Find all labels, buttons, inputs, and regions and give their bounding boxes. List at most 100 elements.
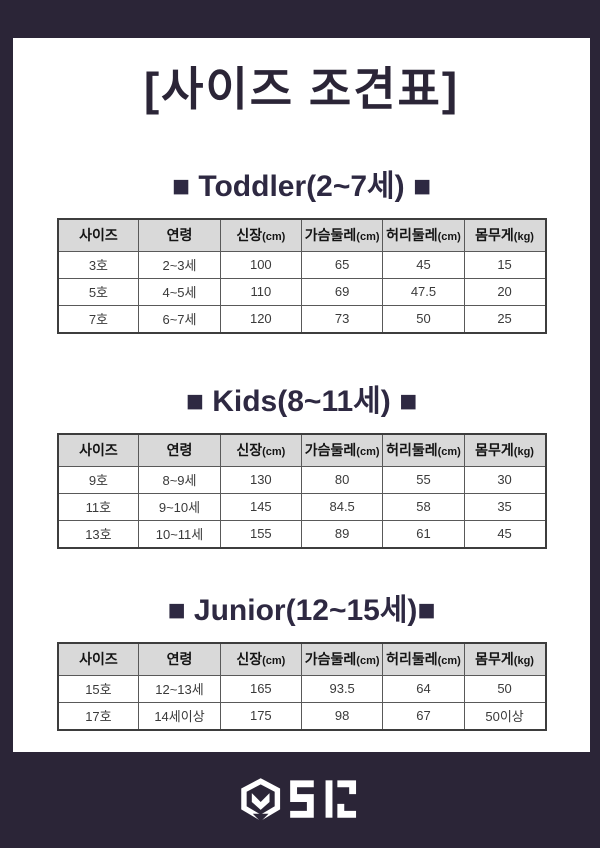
col-header-height: 신장(cm) <box>219 218 302 252</box>
table-cell: 69 <box>300 277 384 306</box>
table-header-row: 사이즈 연령 신장(cm) 가슴둘레(cm) 허리둘레(cm) 몸무게(kg) <box>56 642 547 676</box>
col-header-weight: 몸무게(kg) <box>463 218 547 252</box>
col-header-label: 신장 <box>236 227 263 244</box>
col-header-label: 허리둘레 <box>386 227 438 244</box>
table-cell: 110 <box>219 277 302 306</box>
col-header-label: 몸무게 <box>475 651 514 668</box>
table-cell: 50 <box>382 304 465 334</box>
content-panel: [사이즈 조견표] ■ Toddler(2~7세) ■ 사이즈 연령 신장(cm… <box>13 38 590 752</box>
table-cell: 100 <box>219 250 302 279</box>
col-header-age: 연령 <box>138 642 221 676</box>
col-header-label: 몸무게 <box>475 227 514 244</box>
size-table-junior: 사이즈 연령 신장(cm) 가슴둘레(cm) 허리둘레(cm) 몸무게(kg) … <box>56 641 547 731</box>
col-header-label: 사이즈 <box>79 651 118 668</box>
col-header-chest: 가슴둘레(cm) <box>300 218 384 252</box>
table-header-row: 사이즈 연령 신장(cm) 가슴둘레(cm) 허리둘레(cm) 몸무게(kg) <box>56 218 547 252</box>
col-header-label: 신장 <box>236 651 263 668</box>
col-header-unit: (cm) <box>262 655 286 668</box>
page-title: [사이즈 조견표] <box>143 63 460 115</box>
col-header-label: 가슴둘레 <box>304 651 357 668</box>
table-row: 11호 9~10세 145 84.5 58 35 <box>56 492 547 521</box>
table-row: 17호 14세이상 175 98 67 50이상 <box>56 701 547 731</box>
table-cell: 14세이상 <box>138 701 221 731</box>
section-toddler: ■ Toddler(2~7세) ■ 사이즈 연령 신장(cm) 가슴둘레(cm)… <box>13 161 590 334</box>
col-header-label: 가슴둘레 <box>304 227 357 244</box>
col-header-age: 연령 <box>138 433 221 467</box>
table-cell: 25 <box>463 304 547 334</box>
col-header-label: 몸무게 <box>475 442 514 459</box>
col-header-size: 사이즈 <box>56 218 140 252</box>
table-cell: 15호 <box>56 674 140 703</box>
table-cell: 93.5 <box>300 674 384 703</box>
table-cell: 50 <box>463 674 547 703</box>
table-cell: 8~9세 <box>138 465 221 494</box>
table-header-row: 사이즈 연령 신장(cm) 가슴둘레(cm) 허리둘레(cm) 몸무게(kg) <box>56 433 547 467</box>
table-cell: 84.5 <box>300 492 384 521</box>
col-header-unit: (cm) <box>437 446 461 459</box>
table-cell: 145 <box>219 492 302 521</box>
col-header-unit: (cm) <box>356 446 380 459</box>
col-header-label: 신장 <box>236 442 263 459</box>
col-header-label: 허리둘레 <box>386 442 438 459</box>
table-cell: 45 <box>463 519 547 549</box>
table-cell: 35 <box>463 492 547 521</box>
col-header-waist: 허리둘레(cm) <box>382 218 465 252</box>
table-cell: 165 <box>219 674 302 703</box>
logo-letter-k <box>325 780 357 818</box>
col-header-size: 사이즈 <box>56 642 140 676</box>
table-cell: 61 <box>382 519 465 549</box>
table-cell: 120 <box>219 304 302 334</box>
logo-letter-s <box>290 780 314 818</box>
col-header-unit: (cm) <box>356 231 380 244</box>
col-header-weight: 몸무게(kg) <box>463 433 547 467</box>
table-cell: 65 <box>300 250 384 279</box>
table-cell: 6~7세 <box>138 304 221 334</box>
col-header-unit: (cm) <box>356 655 380 668</box>
col-header-chest: 가슴둘레(cm) <box>300 642 384 676</box>
section-heading-toddler: ■ Toddler(2~7세) ■ <box>171 169 432 203</box>
col-header-height: 신장(cm) <box>219 433 302 467</box>
table-cell: 13호 <box>56 519 140 549</box>
table-cell: 73 <box>300 304 384 334</box>
ask-brand-logo-icon <box>241 778 357 822</box>
col-header-unit: (cm) <box>437 655 461 668</box>
col-header-waist: 허리둘레(cm) <box>382 642 465 676</box>
table-cell: 130 <box>219 465 302 494</box>
col-header-weight: 몸무게(kg) <box>463 642 547 676</box>
section-heading-junior: ■ Junior(12~15세)■ <box>167 593 436 627</box>
table-cell: 9호 <box>56 465 140 494</box>
size-table-kids: 사이즈 연령 신장(cm) 가슴둘레(cm) 허리둘레(cm) 몸무게(kg) … <box>56 432 547 549</box>
col-header-waist: 허리둘레(cm) <box>382 433 465 467</box>
col-header-unit: (cm) <box>262 446 286 459</box>
table-cell: 10~11세 <box>138 519 221 549</box>
table-cell: 67 <box>382 701 465 731</box>
col-header-age: 연령 <box>138 218 221 252</box>
col-header-unit: (cm) <box>262 231 286 244</box>
section-heading-kids: ■ Kids(8~11세) ■ <box>185 384 418 418</box>
table-row: 13호 10~11세 155 89 61 45 <box>56 519 547 549</box>
table-cell: 3호 <box>56 250 140 279</box>
col-header-label: 사이즈 <box>79 227 118 244</box>
col-header-label: 연령 <box>166 442 193 459</box>
table-cell: 15 <box>463 250 547 279</box>
table-cell: 30 <box>463 465 547 494</box>
table-cell: 50이상 <box>463 701 547 731</box>
table-cell: 80 <box>300 465 384 494</box>
table-row: 7호 6~7세 120 73 50 25 <box>56 304 547 334</box>
table-row: 5호 4~5세 110 69 47.5 20 <box>56 277 547 306</box>
col-header-chest: 가슴둘레(cm) <box>300 433 384 467</box>
table-cell: 45 <box>382 250 465 279</box>
table-cell: 175 <box>219 701 302 731</box>
col-header-label: 가슴둘레 <box>304 442 357 459</box>
table-cell: 47.5 <box>382 277 465 306</box>
col-header-unit: (kg) <box>513 655 534 668</box>
table-cell: 64 <box>382 674 465 703</box>
logo-letter-a <box>241 778 281 822</box>
section-junior: ■ Junior(12~15세)■ 사이즈 연령 신장(cm) 가슴둘레(cm)… <box>13 585 590 731</box>
col-header-unit: (kg) <box>513 446 534 459</box>
col-header-unit: (kg) <box>513 231 534 244</box>
col-header-height: 신장(cm) <box>219 642 302 676</box>
table-cell: 155 <box>219 519 302 549</box>
table-cell: 12~13세 <box>138 674 221 703</box>
